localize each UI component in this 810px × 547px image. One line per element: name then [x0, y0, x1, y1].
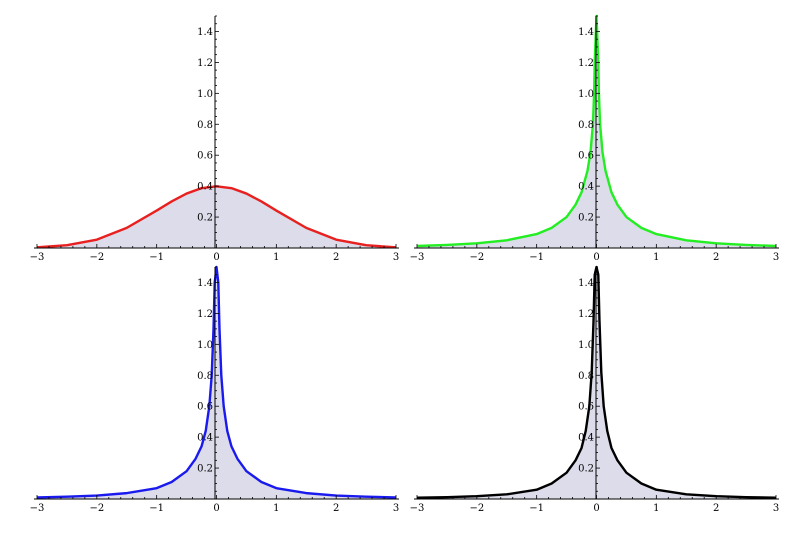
y-tick-label: 0.8	[578, 120, 594, 131]
y-tick-label: 0.6	[197, 151, 213, 162]
y-tick-label: 0.2	[578, 464, 594, 475]
x-tick-label: 0	[593, 252, 599, 263]
y-tick-label: 1.4	[578, 27, 594, 38]
y-tick-label: 1.2	[197, 309, 213, 320]
x-tick-label: −2	[89, 503, 104, 514]
y-tick-label: 0.2	[197, 464, 213, 475]
y-tick-label: 0.8	[197, 120, 213, 131]
y-tick-label: 1.2	[197, 58, 213, 69]
x-tick-label: −3	[30, 503, 45, 514]
x-tick-label: 3	[393, 503, 399, 514]
y-tick-label: 0.2	[197, 213, 213, 224]
x-tick-label: −2	[89, 252, 104, 263]
y-tick-label: 0.6	[578, 402, 594, 413]
y-tick-label: 0.8	[578, 371, 594, 382]
x-tick-label: 0	[213, 252, 219, 263]
y-tick-label: 1.0	[578, 89, 594, 100]
x-tick-label: 2	[713, 252, 719, 263]
y-tick-label: 0.4	[578, 182, 594, 193]
x-tick-label: 3	[773, 503, 779, 514]
y-tick-label: 0.4	[578, 433, 594, 444]
x-tick-label: −2	[469, 503, 484, 514]
y-tick-label: 1.0	[197, 89, 213, 100]
chart-panel: −3 −2 −1 0 1 2 3 0.2 0.4 0.6 0.8 1.0 1.2 1.4	[410, 14, 779, 263]
x-tick-label: −1	[149, 252, 164, 263]
y-tick-label: 0.6	[578, 151, 594, 162]
x-tick-label: −1	[529, 252, 544, 263]
y-tick-label: 0.4	[197, 433, 213, 444]
chart-panel: −3 −2 −1 0 1 2 3 0.2 0.4 0.6 0.8 1.0 1.2 1.4	[30, 265, 399, 514]
x-tick-label: 1	[273, 503, 279, 514]
x-tick-label: −1	[529, 503, 544, 514]
x-tick-label: 1	[653, 252, 659, 263]
y-tick-label: 0.4	[197, 182, 213, 193]
chart-panel: −3 −2 −1 0 1 2 3 0.2 0.4 0.6 0.8 1.0 1.2 1.4	[410, 265, 779, 514]
y-tick-label: 1.4	[197, 27, 213, 38]
x-tick-label: −3	[410, 252, 425, 263]
x-tick-label: 2	[333, 503, 339, 514]
x-tick-label: 1	[653, 503, 659, 514]
y-tick-label: 1.2	[578, 309, 594, 320]
x-tick-label: 2	[333, 252, 339, 263]
x-tick-label: 2	[713, 503, 719, 514]
x-tick-label: 1	[273, 252, 279, 263]
x-tick-label: 3	[773, 252, 779, 263]
y-tick-label: 0.2	[578, 213, 594, 224]
x-tick-label: −2	[469, 252, 484, 263]
x-tick-label: 0	[213, 503, 219, 514]
x-tick-label: 3	[393, 252, 399, 263]
x-tick-label: −1	[149, 503, 164, 514]
y-tick-label: 1.2	[578, 58, 594, 69]
y-tick-label: 1.0	[197, 340, 213, 351]
x-tick-label: −3	[410, 503, 425, 514]
x-tick-label: −3	[30, 252, 45, 263]
y-tick-label: 1.4	[578, 278, 594, 289]
chart-panel: −3 −2 −1 0 1 2 3 0.2 0.4 0.6 0.8 1.0 1.2 1.4	[30, 15, 399, 263]
y-tick-label: 1.4	[197, 278, 213, 289]
y-tick-label: 0.8	[197, 371, 213, 382]
y-tick-label: 0.6	[197, 402, 213, 413]
x-tick-label: 0	[593, 503, 599, 514]
y-tick-label: 1.0	[578, 340, 594, 351]
